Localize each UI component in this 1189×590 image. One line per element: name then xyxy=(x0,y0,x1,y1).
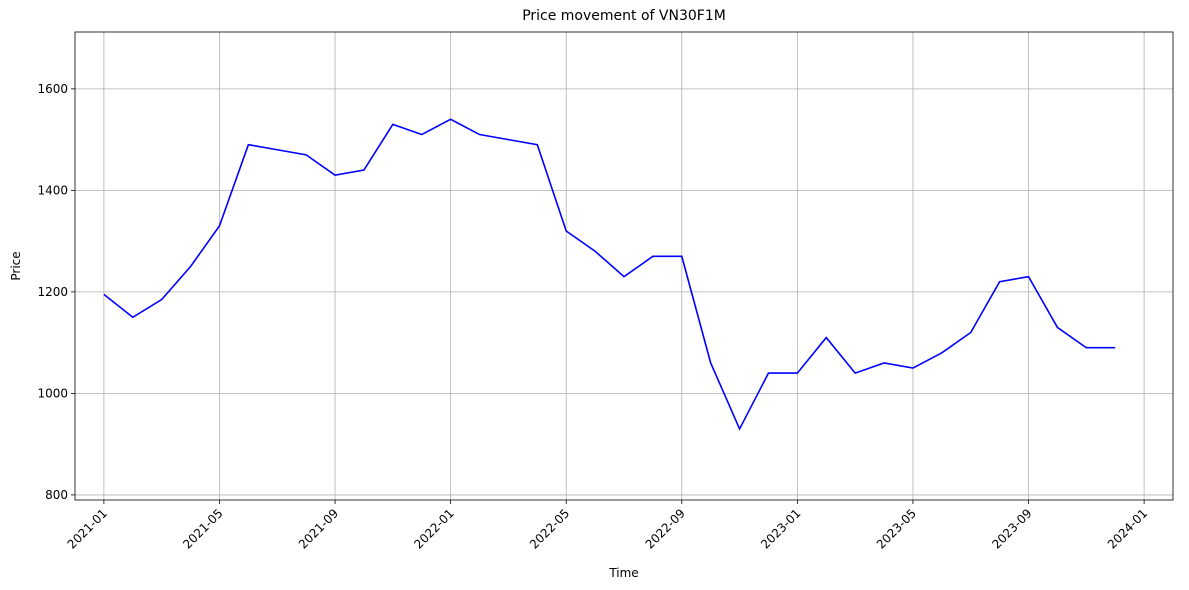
x-tick-label: 2023-01 xyxy=(758,506,803,551)
y-axis-label: Price xyxy=(9,251,23,280)
x-tick-label: 2021-05 xyxy=(180,506,225,551)
x-tick-label: 2021-01 xyxy=(65,506,110,551)
x-axis-label: Time xyxy=(608,566,638,580)
y-tick-label: 1600 xyxy=(37,82,68,96)
x-tick-label: 2023-09 xyxy=(989,506,1034,551)
x-tick-label: 2022-01 xyxy=(411,506,456,551)
plot-frame xyxy=(74,31,1174,501)
x-tick-label: 2022-09 xyxy=(643,506,688,551)
price-line xyxy=(103,118,1116,431)
y-tick-label: 1400 xyxy=(37,183,68,197)
chart-title: Price movement of VN30F1M xyxy=(522,8,726,24)
y-tick-label: 1200 xyxy=(37,285,68,299)
x-tick-label: 2023-05 xyxy=(874,506,919,551)
x-tick-label: 2022-05 xyxy=(527,506,572,551)
x-tick-label: 2021-09 xyxy=(296,506,341,551)
x-tick-label: 2024-01 xyxy=(1105,506,1150,551)
y-tick-label: 800 xyxy=(45,488,68,502)
y-tick-label: 1000 xyxy=(37,386,68,400)
